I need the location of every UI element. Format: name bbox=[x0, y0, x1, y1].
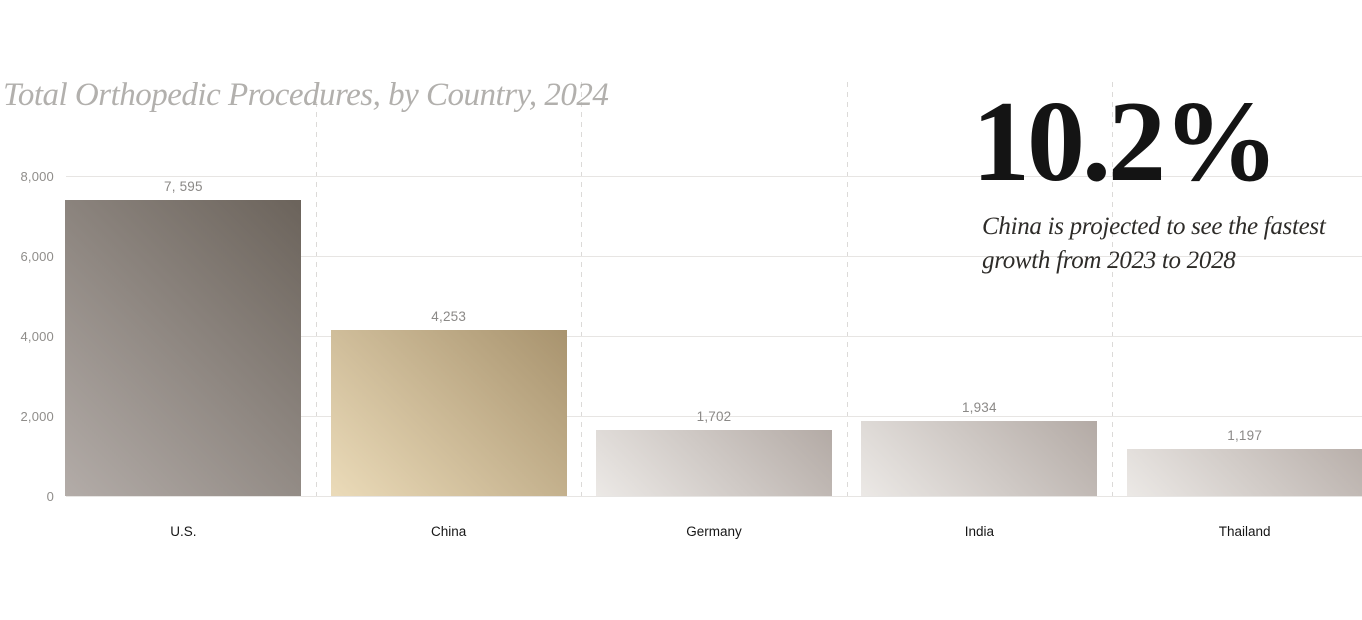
bar-value-label-india: 1,934 bbox=[961, 399, 997, 415]
h-gridline bbox=[66, 416, 1362, 417]
x-axis-category-label-us: U.S. bbox=[170, 524, 197, 539]
y-axis-tick-label: 6,000 bbox=[20, 249, 54, 264]
stat-callout-value: 10.2% bbox=[972, 78, 1279, 206]
x-axis-category-label-india: India bbox=[964, 524, 994, 539]
x-axis-category-label-thailand: Thailand bbox=[1218, 524, 1271, 539]
y-axis-tick-label: 4,000 bbox=[20, 329, 54, 344]
bar-india bbox=[861, 420, 1098, 496]
bar-value-label-germany: 1,702 bbox=[696, 408, 732, 424]
bar-value-label-china: 4,253 bbox=[431, 309, 467, 325]
y-axis-tick-label: 2,000 bbox=[20, 409, 54, 424]
v-gridline-dashed bbox=[846, 82, 848, 496]
bar-china bbox=[330, 330, 567, 496]
v-gridline-dashed bbox=[1112, 82, 1114, 496]
y-axis-tick-label: 8,000 bbox=[20, 169, 54, 184]
y-axis-tick-label: 0 bbox=[46, 489, 54, 504]
h-gridline bbox=[66, 256, 1362, 257]
bar-value-label-thailand: 1,197 bbox=[1227, 428, 1263, 444]
v-gridline-dashed bbox=[316, 82, 318, 496]
x-axis-category-label-germany: Germany bbox=[686, 524, 742, 539]
bar-us bbox=[65, 199, 302, 496]
h-gridline bbox=[66, 496, 1362, 497]
x-axis-category-label-china: China bbox=[431, 524, 467, 539]
chart-title: Total Orthopedic Procedures, by Country,… bbox=[3, 77, 609, 113]
h-gridline bbox=[66, 176, 1362, 177]
v-gridline-dashed bbox=[581, 82, 583, 496]
bar-value-label-us: 7, 595 bbox=[163, 178, 203, 194]
stat-callout-description: China is projected to see the fastest gr… bbox=[982, 213, 1326, 274]
h-gridline bbox=[66, 336, 1362, 337]
bar-germany bbox=[596, 429, 833, 496]
bar-thailand bbox=[1126, 449, 1362, 496]
